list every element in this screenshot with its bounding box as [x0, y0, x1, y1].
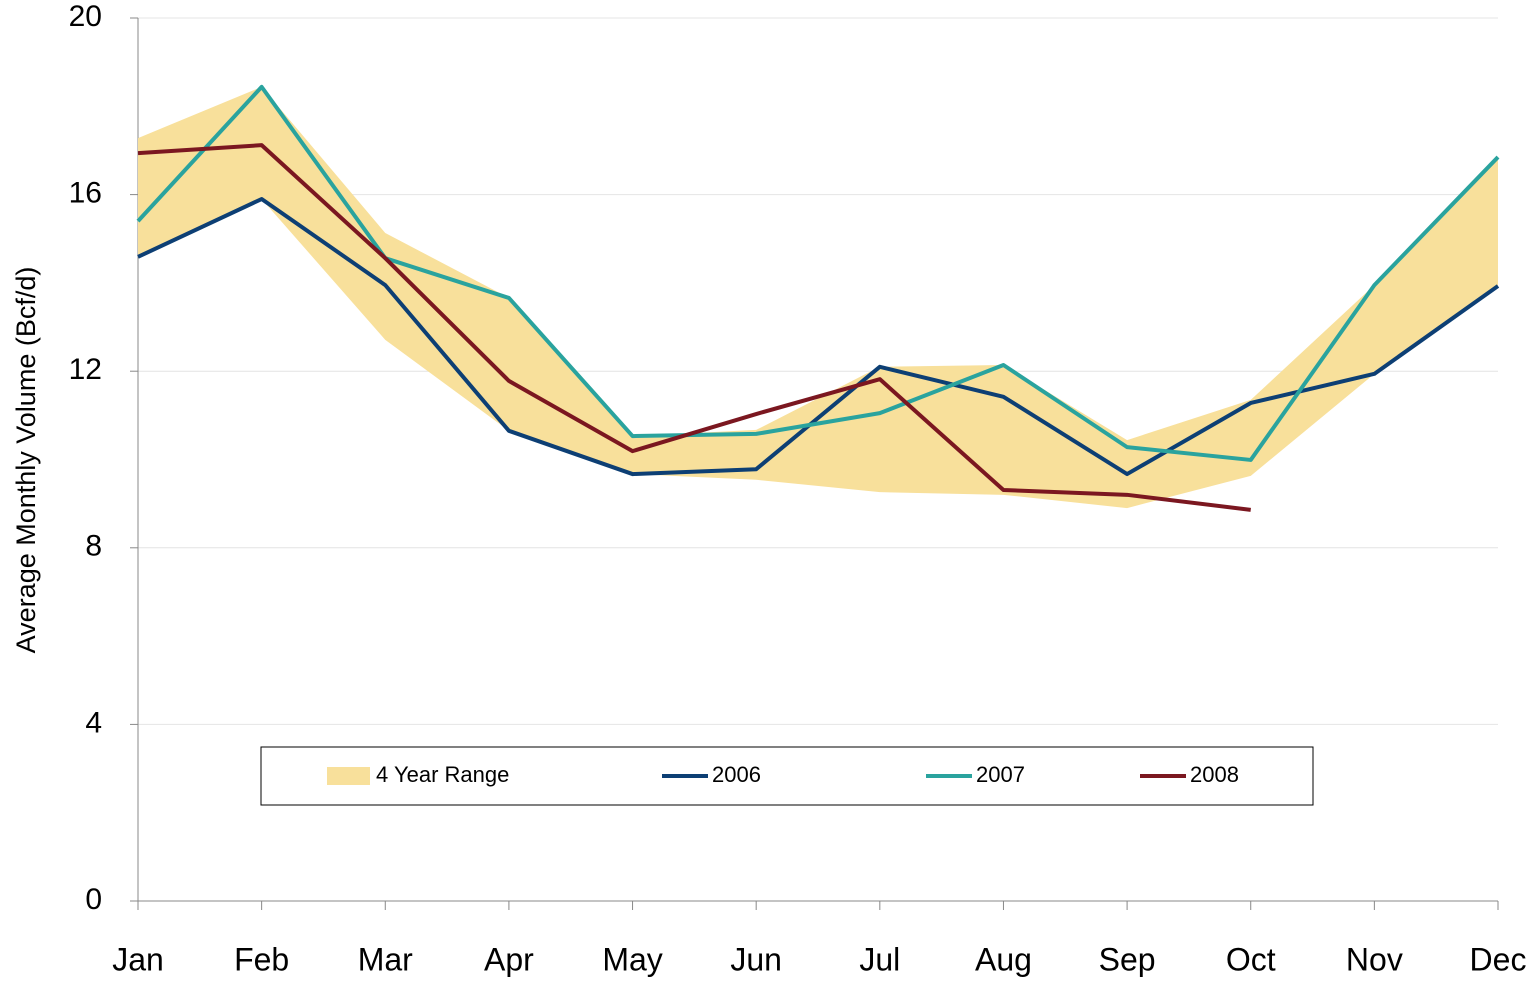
legend-label: 4 Year Range [376, 762, 509, 787]
x-tick-label: Feb [234, 941, 289, 977]
x-tick-label: Mar [358, 941, 413, 977]
x-tick-label: Aug [975, 941, 1032, 977]
legend-swatch [327, 767, 370, 785]
x-tick-label: Nov [1346, 941, 1403, 977]
y-tick-label: 12 [69, 353, 102, 386]
x-tick-label: Dec [1470, 941, 1527, 977]
x-tick-label: May [602, 941, 662, 977]
x-tick-label: Sep [1099, 941, 1156, 977]
x-tick-label: Apr [484, 941, 534, 977]
y-axis-title: Average Monthly Volume (Bcf/d) [11, 267, 41, 654]
x-tick-label: Jan [112, 941, 164, 977]
legend-label: 2006 [712, 762, 761, 787]
series-line [137, 143, 1251, 512]
x-tick-label: Jul [859, 941, 900, 977]
y-tick-label: 20 [69, 0, 102, 33]
series-line [137, 197, 1500, 477]
y-tick-label: 0 [85, 883, 102, 916]
range-band [138, 86, 1498, 509]
legend-box [260, 746, 1314, 806]
legend-label: 2007 [976, 762, 1025, 787]
y-tick-label: 16 [69, 177, 102, 210]
x-tick-label: Oct [1226, 941, 1276, 977]
series-line [136, 84, 1500, 462]
y-tick-label: 4 [85, 706, 102, 739]
x-tick-label: Jun [730, 941, 782, 977]
y-tick-label: 8 [85, 530, 102, 563]
legend-label: 2008 [1190, 762, 1239, 787]
